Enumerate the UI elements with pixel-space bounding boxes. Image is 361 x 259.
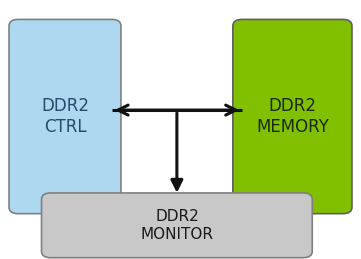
Text: DDR2
MONITOR: DDR2 MONITOR <box>140 209 213 242</box>
FancyBboxPatch shape <box>42 193 312 258</box>
Text: DDR2
CTRL: DDR2 CTRL <box>41 97 89 136</box>
FancyBboxPatch shape <box>233 19 352 214</box>
FancyBboxPatch shape <box>9 19 121 214</box>
Text: DDR2
MEMORY: DDR2 MEMORY <box>256 97 329 136</box>
